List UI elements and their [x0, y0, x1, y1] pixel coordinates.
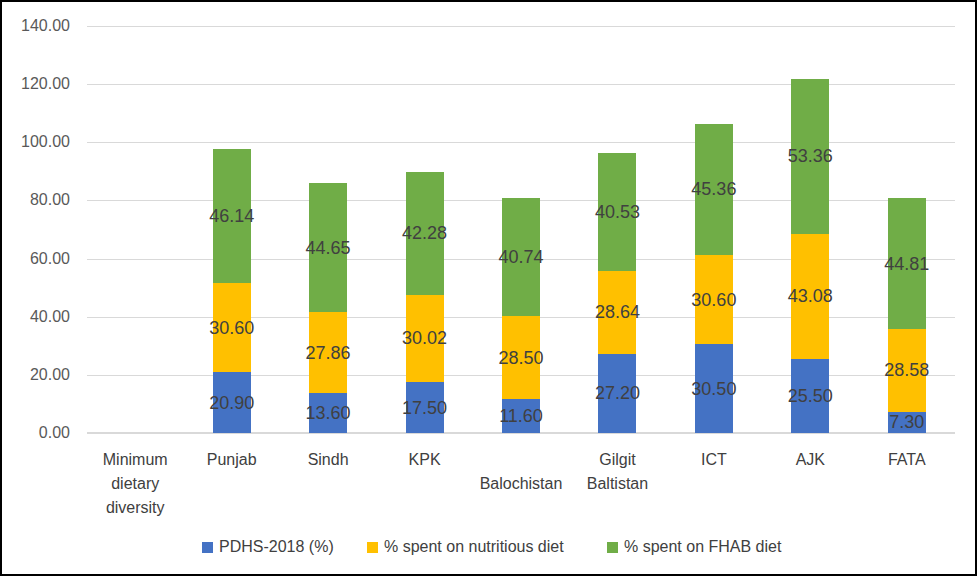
- data-label: 28.64: [572, 302, 662, 322]
- legend-item: % spent on FHAB diet: [607, 538, 781, 556]
- y-tick-label: 140.00: [8, 17, 70, 35]
- legend-label: PDHS-2018 (%): [219, 538, 334, 556]
- legend-label: % spent on nutritious diet: [384, 538, 564, 556]
- y-tick-label: 100.00: [8, 133, 70, 151]
- data-label: 40.53: [572, 202, 662, 222]
- data-label: 44.81: [862, 254, 952, 274]
- category-label-kpk: KPK: [365, 448, 485, 472]
- legend-swatch-icon: [367, 542, 378, 553]
- data-label: 42.28: [380, 223, 470, 243]
- y-tick-label: 120.00: [8, 75, 70, 93]
- data-label: 17.50: [380, 398, 470, 418]
- data-label: 30.50: [669, 379, 759, 399]
- data-label: 45.36: [669, 179, 759, 199]
- y-tick-label: 40.00: [8, 308, 70, 326]
- data-label: 46.14: [187, 206, 277, 226]
- data-label: 11.60: [476, 406, 566, 426]
- y-tick-label: 80.00: [8, 191, 70, 209]
- data-label: 53.36: [765, 146, 855, 166]
- y-tick-label: 20.00: [8, 366, 70, 384]
- gridline: [87, 26, 955, 27]
- legend-item: % spent on nutritious diet: [367, 538, 564, 556]
- data-label: 28.50: [476, 348, 566, 368]
- data-label: 43.08: [765, 286, 855, 306]
- legend-label: % spent on FHAB diet: [624, 538, 781, 556]
- data-label: 25.50: [765, 386, 855, 406]
- data-label: 27.20: [572, 383, 662, 403]
- data-label: 30.60: [669, 290, 759, 310]
- category-label-fata: FATA: [847, 448, 967, 472]
- data-label: 30.02: [380, 328, 470, 348]
- y-tick-label: 0.00: [8, 424, 70, 442]
- data-label: 44.65: [283, 238, 373, 258]
- y-tick-label: 60.00: [8, 250, 70, 268]
- data-label: 28.58: [862, 360, 952, 380]
- data-label: 40.74: [476, 247, 566, 267]
- data-label: 27.86: [283, 343, 373, 363]
- data-label: 30.60: [187, 318, 277, 338]
- data-label: 20.90: [187, 393, 277, 413]
- legend-swatch-icon: [202, 542, 213, 553]
- legend-item: PDHS-2018 (%): [202, 538, 334, 556]
- legend-swatch-icon: [607, 542, 618, 553]
- stacked-bar-chart: 20.90 30.60 46.14 13.60 27.86 44.65 17.50 30.02…: [0, 0, 977, 576]
- data-label: 13.60: [283, 403, 373, 423]
- data-label: 7.30: [862, 412, 952, 432]
